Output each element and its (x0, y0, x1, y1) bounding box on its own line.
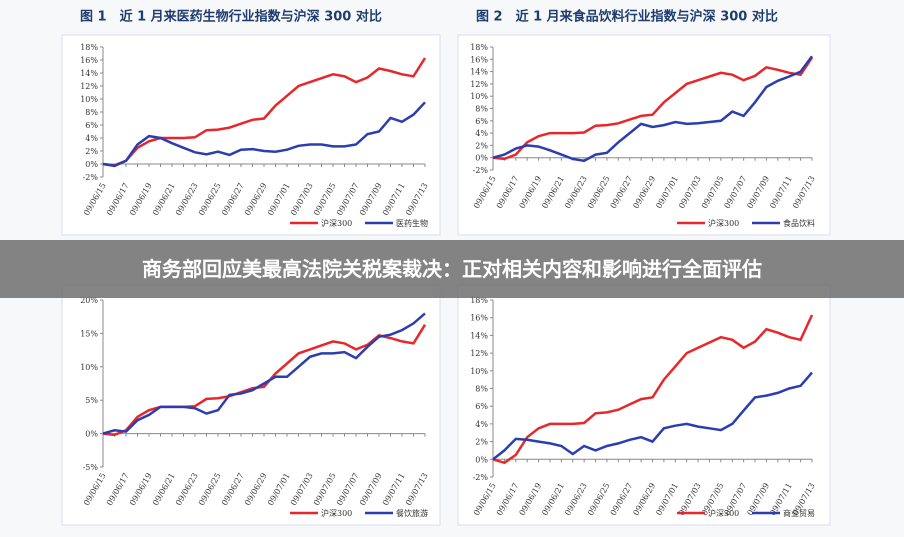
y-tick-label: 4% (475, 420, 488, 429)
y-tick-label: 20% (80, 296, 98, 305)
series-line (102, 101, 426, 168)
legend-label: 餐饮旅游 (396, 508, 428, 518)
y-tick-label: 6% (85, 121, 98, 130)
y-tick-label: 6% (475, 402, 488, 411)
legend-label: 沪深300 (708, 218, 739, 228)
y-tick-label: -5% (83, 463, 99, 472)
legend-label: 食品饮料 (783, 218, 815, 228)
y-tick-label: 4% (85, 134, 98, 143)
y-tick-label: 2% (475, 141, 488, 150)
y-tick-label: 18% (80, 43, 98, 52)
y-tick-label: 12% (80, 82, 98, 91)
y-tick-label: 6% (475, 117, 488, 126)
series-line (102, 324, 427, 437)
y-tick-label: -2% (473, 473, 489, 482)
series-line (102, 312, 426, 435)
series-line (102, 57, 427, 167)
y-tick-label: 10% (80, 95, 98, 104)
series-line (492, 55, 814, 163)
y-tick-label: -2% (473, 166, 489, 175)
legend-label: 沪深300 (321, 508, 352, 518)
y-tick-label: 0% (85, 430, 98, 439)
y-tick-label: 10% (470, 367, 488, 376)
y-tick-label: 16% (80, 56, 98, 65)
series-line (492, 371, 813, 461)
y-tick-label: 4% (475, 129, 488, 138)
y-tick-label: 14% (80, 69, 98, 78)
y-tick-label: 12% (470, 349, 488, 358)
y-tick-label: 12% (470, 80, 488, 89)
y-tick-label: 18% (470, 43, 488, 52)
chart-title: 图 1 近 1 月来医药生物行业指数与沪深 300 对比 (80, 9, 382, 25)
y-tick-label: 16% (470, 55, 488, 64)
y-tick-label: 8% (475, 105, 488, 114)
series-line (492, 56, 814, 161)
y-tick-label: 0% (85, 160, 98, 169)
y-tick-label: 0% (475, 455, 488, 464)
y-tick-label: 14% (470, 68, 488, 77)
y-tick-label: 14% (470, 331, 488, 340)
y-tick-label: 5% (85, 396, 98, 405)
y-tick-label: 2% (85, 147, 98, 156)
legend-label: 商业贸易 (783, 508, 815, 518)
chart-title: 图 2 近 1 月来食品饮料行业指数与沪深 300 对比 (476, 9, 778, 25)
legend-label: 沪深300 (708, 508, 739, 518)
legend-label: 医药生物 (396, 218, 428, 228)
news-banner: 商务部回应美最高法院关税案裁决：正对相关内容和影响进行全面评估 (0, 240, 904, 298)
y-tick-label: -2% (83, 173, 99, 182)
y-tick-label: 10% (470, 92, 488, 101)
y-tick-label: 16% (470, 314, 488, 323)
y-tick-label: 18% (470, 296, 488, 305)
y-tick-label: 8% (475, 385, 488, 394)
y-tick-label: 10% (80, 363, 98, 372)
series-line (492, 314, 814, 465)
panel (457, 284, 831, 526)
y-tick-label: 0% (475, 154, 488, 163)
y-tick-label: 15% (80, 329, 98, 338)
y-tick-label: 8% (85, 108, 98, 117)
legend-label: 沪深300 (321, 218, 352, 228)
panel (61, 284, 441, 526)
y-tick-label: 2% (475, 438, 488, 447)
panel (61, 34, 441, 236)
